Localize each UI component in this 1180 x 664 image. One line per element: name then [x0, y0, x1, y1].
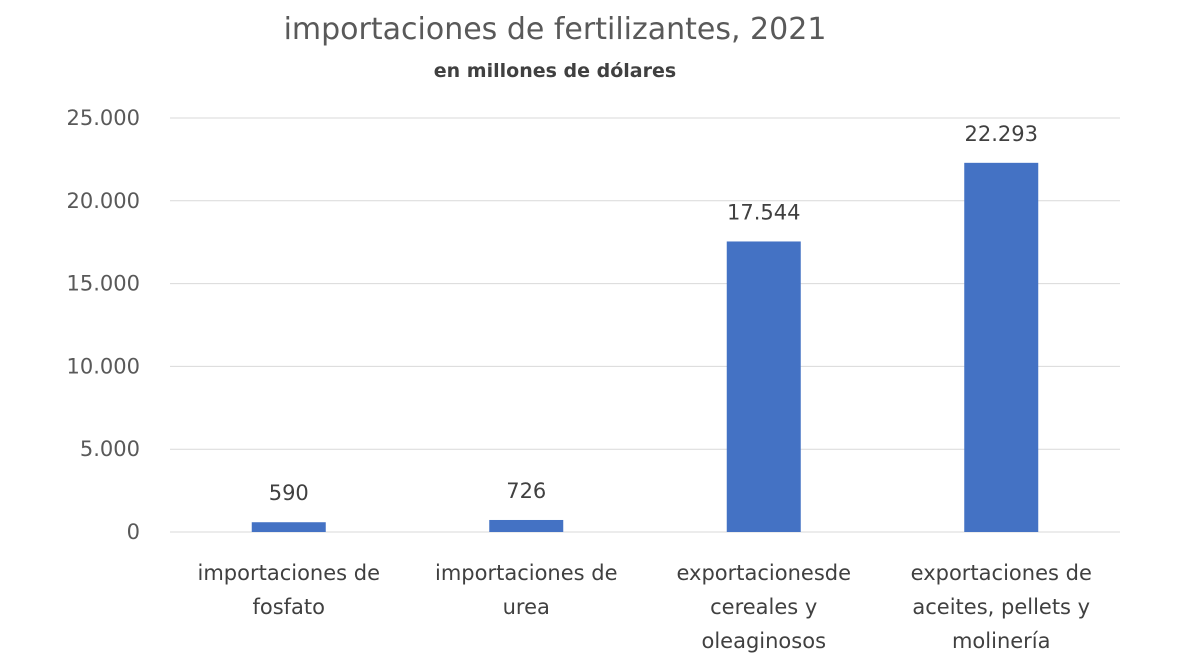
y-tick-label: 15.000 [67, 272, 140, 296]
chart-subtitle: en millones de dólares [433, 60, 677, 82]
bar [964, 162, 1039, 532]
y-tick-label: 10.000 [67, 354, 140, 378]
data-label: 726 [506, 479, 546, 503]
y-tick-label: 0 [127, 520, 140, 544]
x-tick-label: importaciones de fosfato [197, 561, 380, 619]
data-label: 17.544 [727, 200, 800, 224]
x-tick-label: exportaciones de aceites, pellets y moline… [911, 561, 1092, 653]
bar [489, 519, 564, 532]
x-tick-label: exportacionesde cereales y oleaginosos [676, 561, 851, 653]
bar [251, 522, 326, 532]
data-label: 590 [269, 481, 309, 505]
bar [726, 241, 801, 532]
x-tick-label: importaciones de urea [435, 561, 618, 619]
chart-title: importaciones de fertilizantes, 2021 [283, 12, 827, 47]
y-tick-label: 5.000 [80, 437, 140, 461]
y-tick-label: 20.000 [67, 189, 140, 213]
data-label: 22.293 [965, 122, 1038, 146]
y-tick-label: 25.000 [67, 106, 140, 130]
